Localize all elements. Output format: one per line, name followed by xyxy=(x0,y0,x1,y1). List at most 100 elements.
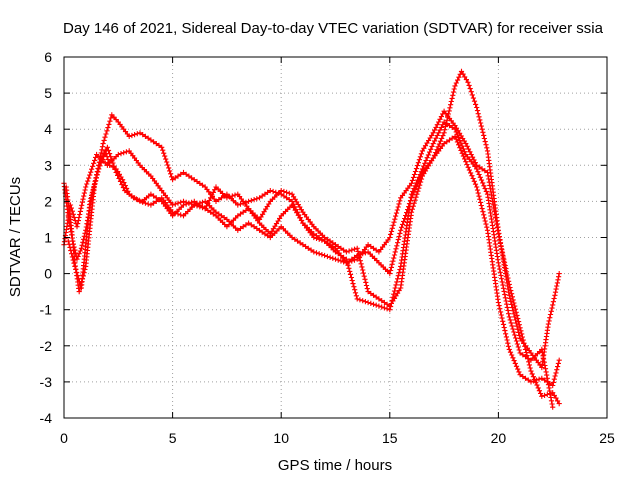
data-point-marker xyxy=(495,299,501,306)
data-point-marker xyxy=(421,163,427,169)
data-point-marker xyxy=(465,79,471,85)
data-point-marker xyxy=(400,221,406,227)
data-point-marker xyxy=(180,202,187,208)
data-point-marker xyxy=(376,303,382,309)
data-point-marker xyxy=(553,370,559,376)
data-point-marker xyxy=(502,292,508,298)
y-tick-label: -3 xyxy=(40,374,53,390)
data-point-marker xyxy=(524,353,530,359)
data-point-marker xyxy=(92,157,98,163)
data-point-marker xyxy=(267,188,273,194)
data-point-marker xyxy=(544,372,550,378)
data-point-marker xyxy=(349,258,355,264)
data-point-marker xyxy=(511,311,517,317)
data-point-marker xyxy=(208,195,214,201)
data-point-marker xyxy=(96,166,102,172)
data-point-marker xyxy=(186,173,192,179)
data-point-marker xyxy=(101,137,107,143)
data-point-marker xyxy=(168,171,174,177)
data-point-marker xyxy=(153,141,159,147)
data-point-marker xyxy=(468,89,474,95)
data-point-marker xyxy=(305,245,311,251)
data-point-marker xyxy=(446,137,453,143)
data-point-marker xyxy=(297,240,303,246)
data-point-marker xyxy=(368,243,374,250)
data-point-marker xyxy=(65,238,71,244)
data-point-marker xyxy=(175,200,181,206)
data-point-marker xyxy=(194,200,200,206)
data-point-marker xyxy=(360,267,366,273)
data-point-marker xyxy=(71,260,77,266)
data-point-marker xyxy=(117,178,124,185)
data-point-marker xyxy=(450,89,457,95)
data-point-marker xyxy=(470,175,476,182)
data-point-marker xyxy=(552,373,558,379)
data-point-marker xyxy=(159,144,165,150)
data-point-marker xyxy=(478,120,484,126)
y-axis-label: SDTVAR / TECUs xyxy=(7,177,24,297)
data-point-marker xyxy=(534,382,540,388)
data-point-marker xyxy=(530,374,536,380)
data-point-marker xyxy=(108,115,114,121)
data-point-marker xyxy=(322,252,328,259)
data-point-marker xyxy=(545,378,551,385)
data-point-marker xyxy=(449,135,455,141)
data-point-marker xyxy=(442,127,448,133)
data-point-marker xyxy=(474,162,480,168)
data-point-marker xyxy=(199,182,206,188)
data-point-marker xyxy=(373,294,379,300)
data-point-marker xyxy=(507,317,513,323)
data-point-marker xyxy=(178,171,184,177)
data-point-marker xyxy=(77,211,83,218)
data-point-marker xyxy=(410,203,416,209)
data-point-marker xyxy=(93,178,99,184)
data-point-marker xyxy=(130,195,137,201)
data-point-marker xyxy=(109,157,115,163)
data-point-marker xyxy=(362,299,368,305)
data-point-marker xyxy=(355,248,361,254)
data-point-marker xyxy=(79,202,85,208)
data-point-marker xyxy=(246,198,252,204)
data-point-marker xyxy=(389,261,395,267)
data-point-marker xyxy=(237,225,244,232)
data-point-marker xyxy=(498,309,504,315)
data-point-marker xyxy=(475,111,481,117)
data-point-marker xyxy=(441,141,447,147)
data-point-marker xyxy=(346,265,352,271)
data-point-marker xyxy=(327,238,333,244)
data-point-marker xyxy=(341,247,347,253)
data-point-marker xyxy=(478,123,484,129)
data-point-marker xyxy=(482,186,488,192)
data-point-marker xyxy=(396,233,402,240)
data-point-marker xyxy=(514,341,520,347)
data-point-marker xyxy=(104,144,110,150)
data-point-marker xyxy=(115,172,121,179)
data-point-marker xyxy=(506,292,512,298)
data-point-marker xyxy=(513,363,520,369)
data-point-marker xyxy=(415,160,421,166)
data-point-marker xyxy=(251,197,257,203)
data-point-marker xyxy=(442,124,449,130)
data-point-marker xyxy=(549,401,555,407)
data-point-marker xyxy=(416,157,422,163)
data-point-marker xyxy=(243,207,249,213)
data-point-marker xyxy=(370,292,377,298)
data-point-marker xyxy=(556,401,562,407)
data-point-marker xyxy=(416,174,422,180)
data-point-marker xyxy=(517,350,523,356)
data-point-marker xyxy=(191,177,197,183)
data-point-marker xyxy=(77,248,83,254)
data-point-marker xyxy=(392,285,398,291)
data-point-marker xyxy=(504,337,510,343)
data-point-marker xyxy=(76,251,82,257)
data-point-marker xyxy=(392,216,398,222)
x-tick-label: 15 xyxy=(382,430,398,446)
data-point-marker xyxy=(391,219,397,225)
data-point-marker xyxy=(362,276,368,282)
data-point-marker xyxy=(424,140,430,146)
data-point-marker xyxy=(216,197,222,203)
data-point-marker xyxy=(118,151,124,157)
data-point-marker xyxy=(467,149,473,155)
data-point-marker xyxy=(476,171,482,178)
data-point-marker xyxy=(523,349,529,356)
